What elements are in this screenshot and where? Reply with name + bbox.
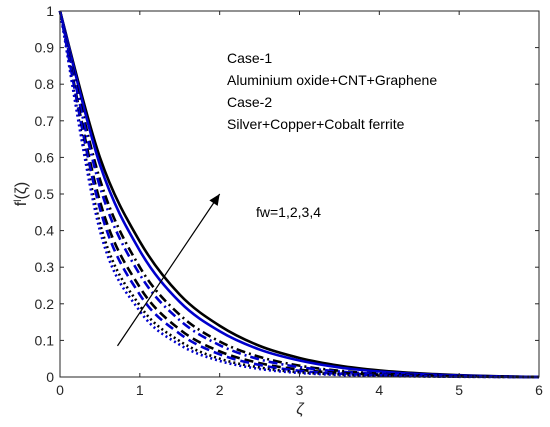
y-tick-label: 0.8 [35, 76, 55, 92]
legend-line-case2-materials: Silver+Copper+Cobalt ferrite [227, 116, 405, 132]
series-line-case2-fw4 [58, 10, 540, 379]
y-tick-label: 0.5 [35, 186, 55, 202]
y-tick-label: 0 [46, 369, 54, 385]
trend-arrow-head [209, 194, 220, 206]
ticks-layer [59, 10, 540, 378]
x-tick-label: 6 [535, 382, 543, 398]
plot-area [60, 11, 539, 377]
x-tick-label: 0 [56, 382, 64, 398]
trend-arrow-line [116, 193, 221, 347]
y-tick-label: 0.7 [35, 113, 55, 129]
series-line-case2-fw2 [58, 10, 540, 379]
x-tick-label: 4 [375, 382, 383, 398]
parameter-label: fw=1,2,3,4 [256, 204, 321, 220]
x-axis-label: ζ [296, 401, 305, 418]
legend-line-case2: Case-2 [227, 94, 272, 110]
y-tick-label: 0.4 [35, 223, 55, 239]
tick-labels-layer: 0 1 2 3 4 5 6 0 0.1 0.2 0.3 0.4 0.5 0.6 0.7 0.8 0.9 1 [35, 3, 544, 398]
y-axis-label: fl(ζ) [13, 182, 31, 206]
y-tick-label: 0.6 [35, 149, 55, 165]
legend-line-case1-materials: Aluminium oxide+CNT+Graphene [227, 72, 437, 88]
x-tick-label: 5 [455, 382, 463, 398]
y-tick-label: 0.2 [35, 296, 55, 312]
x-tick-label: 1 [136, 382, 144, 398]
x-tick-label: 3 [296, 382, 304, 398]
annotation-block: Case-1 Aluminium oxide+CNT+Graphene Case… [227, 50, 437, 220]
legend-line-case1: Case-1 [227, 50, 272, 66]
y-tick-label: 0.1 [35, 332, 55, 348]
y-tick-label: 0.9 [35, 40, 55, 56]
arrow-layer [116, 193, 221, 347]
y-tick-label: 0.3 [35, 259, 55, 275]
y-tick-label: 1 [46, 3, 54, 19]
x-tick-label: 2 [216, 382, 224, 398]
